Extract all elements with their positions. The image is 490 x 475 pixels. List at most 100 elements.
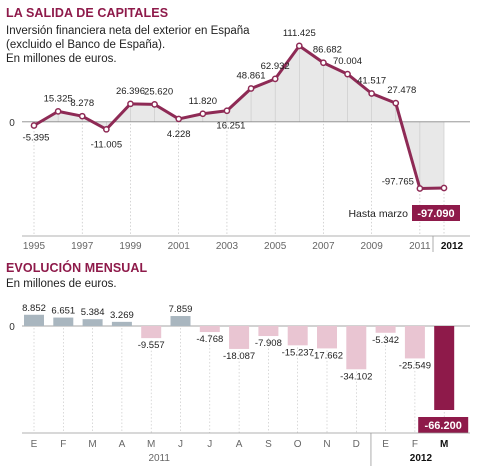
- chart2-x-tick-label: M: [88, 439, 96, 450]
- chart2-value-label: -25.549: [399, 360, 431, 371]
- chart2-value-label: 5.384: [81, 307, 105, 318]
- chart1-subtitle-line: En millones de euros.: [6, 53, 117, 65]
- chart2-x-tick-label: A: [236, 439, 243, 450]
- chart2-x-tick-label: N: [323, 439, 330, 450]
- chart2-highlight-box: [418, 417, 469, 433]
- chart2-bar: [82, 319, 103, 326]
- chart2-subtitle: En millones de euros.: [6, 277, 117, 291]
- chart2-bar: [199, 326, 220, 333]
- chart2-value-label: -15.237: [282, 347, 314, 358]
- chart1-x-tick-label: 2003: [216, 241, 239, 252]
- chart2-title: EVOLUCIÓN MENSUAL: [6, 261, 148, 275]
- chart2-bar: [346, 326, 367, 370]
- chart1-value-label: 27.478: [387, 85, 416, 96]
- chart2-year-label: 2012: [410, 453, 433, 464]
- chart2-x-tick-label: F: [412, 439, 418, 450]
- chart2-zero-label: 0: [9, 322, 15, 333]
- chart2-highlight-value: -66.200: [425, 420, 462, 432]
- chart2-value-label: -4.768: [196, 334, 223, 345]
- chart2-bar: [375, 326, 396, 333]
- chart1-x-tick-label: 2012: [441, 241, 464, 252]
- chart2-year-label: 2011: [148, 453, 170, 464]
- chart1-x-tick-label: 2005: [264, 241, 287, 252]
- chart1-value-label: -5.395: [23, 132, 50, 143]
- chart2-x-tick-label: S: [265, 439, 272, 450]
- chart1-x-tick-label: 2007: [312, 241, 335, 252]
- chart1-data-point: [78, 112, 86, 120]
- chart1-value-label: 8.278: [70, 98, 94, 109]
- chart2-value-label: -9.557: [138, 340, 165, 351]
- chart1-series-line: [33, 44, 445, 190]
- chart1-value-label: 70.004: [333, 56, 362, 67]
- chart2-x-tick-label: J: [178, 439, 183, 450]
- chart2-bar: [141, 326, 162, 339]
- chart2-x-tick-label: M: [440, 439, 448, 450]
- chart1-x-tick-label: 2001: [168, 241, 191, 252]
- chart2-x-tick-label: J: [207, 439, 212, 450]
- chart1-data-point: [103, 125, 110, 133]
- chart2-bar: [229, 326, 250, 349]
- chart1-value-label: -11.005: [91, 139, 123, 150]
- chart1-data-point: [223, 107, 231, 115]
- chart1-x-tick-label: 1997: [71, 241, 94, 252]
- chart1-x-tick-label: 1995: [23, 241, 46, 252]
- chart1-data-point: [440, 184, 448, 192]
- chart1-value-label: 11.820: [189, 96, 217, 107]
- chart1-data-point: [127, 100, 134, 108]
- chart2-value-label: 3.269: [110, 310, 134, 321]
- chart1-value-label: 48.861: [237, 71, 266, 82]
- chart2-value-label: -17.662: [311, 350, 343, 361]
- chart1-value-label: -97.765: [382, 176, 414, 187]
- chart1-data-point: [320, 59, 327, 67]
- chart2-bar: [170, 316, 191, 326]
- chart1-x-tick-label: 1999: [119, 241, 142, 252]
- chart1-highlight-value: -97.090: [417, 208, 454, 220]
- chart1-data-point: [54, 108, 62, 115]
- chart2-bar: [317, 326, 337, 349]
- chart1-subtitle-line: Inversión financiera neta del exterior e…: [6, 25, 250, 37]
- chart2-x-tick-label: D: [353, 439, 360, 450]
- chart1-subtitle: Inversión financiera neta del exterior e…: [6, 24, 250, 66]
- chart2-bar: [434, 326, 455, 410]
- chart2-value-label: -34.102: [340, 371, 372, 382]
- chart1-data-point: [416, 185, 424, 192]
- chart1-data-point: [344, 70, 351, 78]
- chart1-subtitle-line: (excluido el Banco de España).: [6, 39, 166, 51]
- chart2-x-tick-label: A: [119, 439, 126, 450]
- chart1-value-label: 25.620: [144, 86, 173, 97]
- chart1-data-point: [271, 75, 279, 83]
- chart1-data-point: [295, 42, 303, 50]
- chart1-x-tick-label: 2009: [361, 241, 384, 252]
- chart2-x-tick-label: E: [31, 439, 38, 450]
- chart1-x-tick-label: 2011: [409, 241, 431, 252]
- chart2-bar: [287, 326, 308, 346]
- chart1-data-point: [247, 85, 255, 92]
- chart2-bar: [111, 321, 132, 326]
- chart2-x-tick-label: E: [382, 439, 389, 450]
- chart2-subtitle-line: En millones de euros.: [6, 278, 117, 290]
- chart2-value-label: -7.908: [255, 338, 282, 349]
- chart2-value-label: 7.859: [169, 304, 193, 315]
- chart2-bar: [53, 317, 74, 326]
- chart2-value-label: -18.087: [223, 351, 255, 362]
- chart2-value-label: 6.651: [51, 306, 75, 317]
- chart1-value-label: 41.517: [357, 76, 386, 87]
- chart1-highlight-box: [412, 205, 460, 221]
- chart1-data-point: [151, 101, 158, 108]
- chart1-value-label: 111.425: [283, 28, 316, 39]
- chart2-bar: [404, 326, 425, 359]
- chart1-data-point: [30, 122, 38, 129]
- chart1-value-label: 26.396: [116, 86, 145, 97]
- chart1-annotation: Hasta marzo: [348, 208, 408, 220]
- chart1-data-point: [199, 110, 207, 118]
- chart1-zero-label: 0: [9, 118, 15, 129]
- chart1-title: LA SALIDA DE CAPITALES: [6, 6, 169, 20]
- chart1-value-label: 4.228: [167, 129, 191, 140]
- chart1-data-point: [392, 99, 400, 107]
- chart1-area: [34, 45, 444, 189]
- chart2-bar: [258, 326, 279, 337]
- chart1-value-label: 16.251: [216, 121, 245, 132]
- chart1-value-label: 15.325: [44, 93, 73, 104]
- chart1-value-label: 62.932: [261, 61, 290, 72]
